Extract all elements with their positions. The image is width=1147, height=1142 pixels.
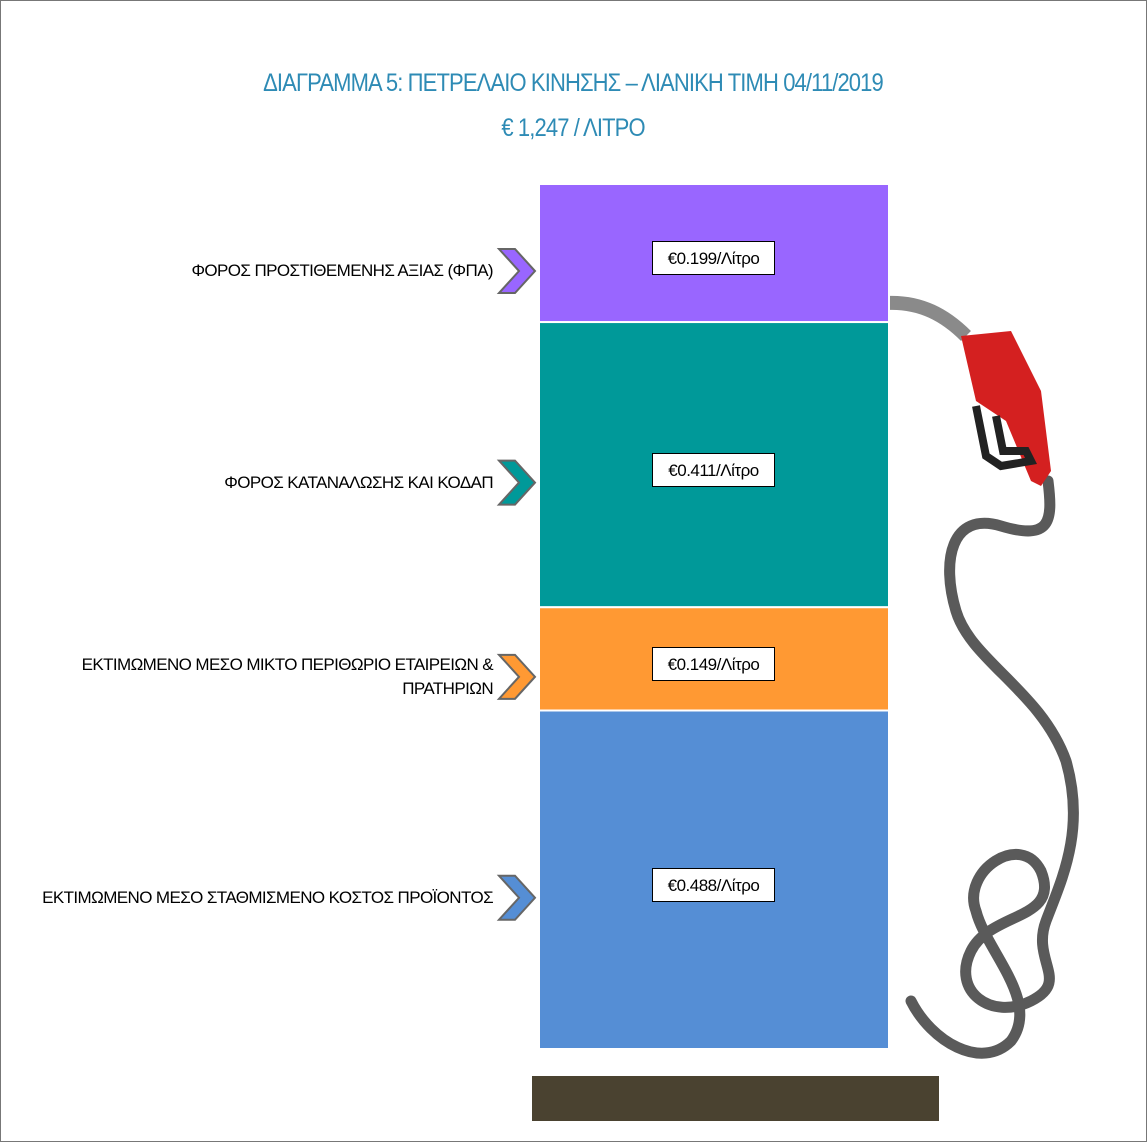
chart-title: ΔΙΑΓΡΑΜΜΑ 5: ΠΕΤΡΕΛΑΙΟ ΚΙΝΗΣΗΣ – ΛΙΑΝΙΚΗ…	[263, 69, 884, 97]
chevron	[496, 653, 537, 700]
value-label: €0.199/Λίτρο	[652, 241, 775, 276]
chart-subtitle: € 1,247 / ΛΙΤΡΟ	[501, 114, 645, 142]
value-label: €0.411/Λίτρο	[652, 452, 775, 487]
value-label: €0.149/Λίτρο	[652, 646, 775, 681]
hose	[905, 475, 1079, 1059]
value-label: €0.488/Λίτρο	[652, 867, 775, 902]
chevron	[496, 459, 537, 506]
category-label: ΦΟΡΟΣ ΠΡΟΣΤΙΘΕΜΕΝΗΣ ΑΞΙΑΣ (ΦΠΑ)	[191, 261, 493, 281]
category-label: ΕΚΤΙΜΩΜΕΝΟ ΜΕΣΟ ΜΙΚΤΟ ΠΕΡΙΘΩΡΙΟ ΕΤΑΙΡΕΙΩ…	[81, 654, 494, 698]
chevron	[496, 248, 537, 295]
category-label: ΕΚΤΙΜΩΜΕΝΟ ΜΕΣΟ ΣΤΑΘΜΙΣΜΕΝΟ ΚΟΣΤΟΣ ΠΡΟΪΟ…	[42, 887, 493, 907]
pump-base	[532, 1076, 939, 1121]
chevron	[496, 874, 537, 921]
nozzle-handle	[972, 405, 1037, 471]
nozzle-hose	[885, 295, 971, 342]
category-label: ΦΟΡΟΣ ΚΑΤΑΝΑΛΩΣΗΣ ΚΑΙ ΚΟΔΑΠ	[224, 472, 493, 492]
